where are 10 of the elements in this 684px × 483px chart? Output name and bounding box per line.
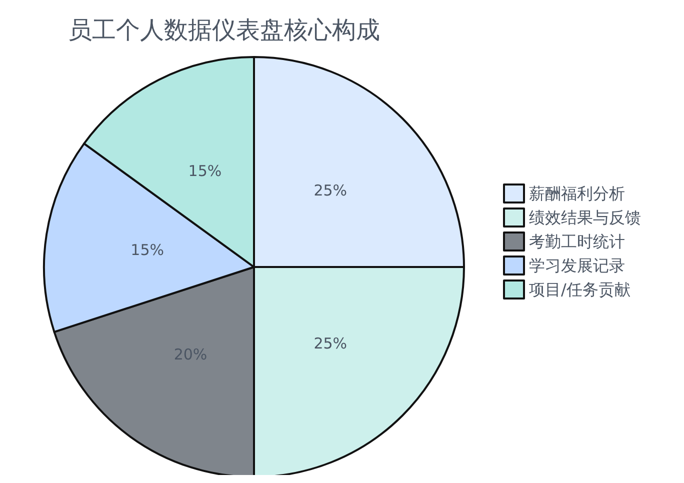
data-label: 15% (130, 241, 164, 260)
data-label: 25% (314, 334, 348, 352)
legend-label: 绩效结果与反馈 (529, 208, 641, 227)
data-label: 15% (188, 162, 222, 180)
legend-label: 项目/任务贡献 (529, 280, 630, 299)
legend-label: 薪酬福利分析 (529, 184, 625, 203)
legend-label: 学习发展记录 (529, 256, 625, 275)
legend-label: 考勤工时统计 (529, 232, 625, 251)
data-label: 25% (314, 182, 348, 200)
chart-title: 员工个人数据仪表盘核心构成 (68, 16, 380, 44)
